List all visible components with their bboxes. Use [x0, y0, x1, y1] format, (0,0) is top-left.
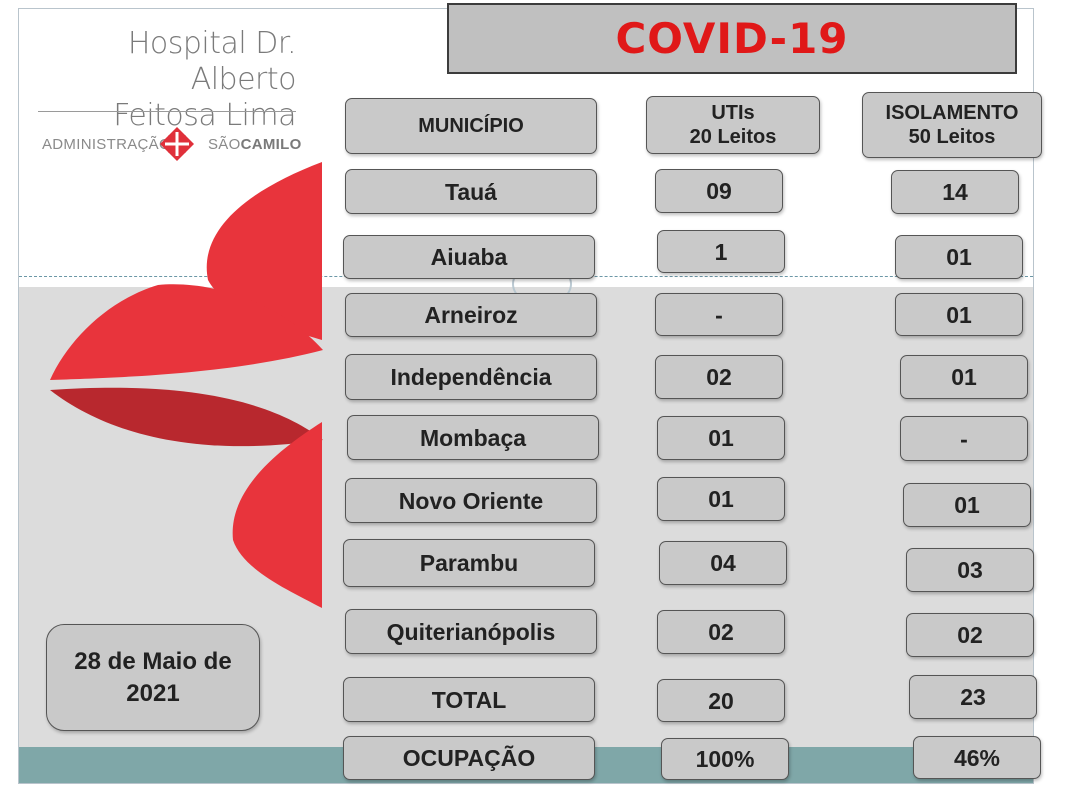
- utis-cell: 01: [657, 416, 785, 460]
- petal-left-lower: [50, 387, 323, 447]
- utis-cell: 01: [657, 477, 785, 521]
- utis-cell: 1: [657, 230, 785, 273]
- total-label-cell: TOTAL: [343, 677, 595, 722]
- sao-camilo-label: SÃOCAMILO: [208, 136, 302, 153]
- isolamento-cell: 14: [891, 170, 1019, 214]
- municipio-cell: Quiterianópolis: [345, 609, 597, 654]
- hospital-name-line2: Feitosa Lima: [113, 98, 296, 133]
- municipio-cell: Novo Oriente: [345, 478, 597, 523]
- total-isolamento-cell: 23: [909, 675, 1037, 719]
- isolamento-cell: -: [900, 416, 1028, 461]
- isolamento-cell: 01: [895, 235, 1023, 279]
- utis-cell: -: [655, 293, 783, 336]
- isolamento-cell: 01: [903, 483, 1031, 527]
- header-isolamento: ISOLAMENTO 50 Leitos: [862, 92, 1042, 158]
- header-isolamento-line1: ISOLAMENTO: [885, 102, 1019, 124]
- isolamento-cell: 01: [895, 293, 1023, 336]
- isolamento-cell: 02: [906, 613, 1034, 657]
- ocupacao-label-cell: OCUPAÇÃO: [343, 736, 595, 780]
- header-utis: UTIs 20 Leitos: [646, 96, 820, 154]
- hospital-name-line1: Hospital Dr. Alberto: [127, 26, 297, 97]
- header-utis-line1: UTIs: [711, 102, 755, 124]
- ocupacao-utis-cell: 100%: [661, 738, 789, 780]
- date-box: 28 de Maio de 2021: [46, 624, 260, 731]
- petal-bottom: [232, 422, 322, 608]
- logo-divider: [38, 111, 296, 112]
- admin-label: ADMINISTRAÇÃO: [42, 136, 171, 153]
- utis-cell: 04: [659, 541, 787, 585]
- isolamento-cell: 03: [906, 548, 1034, 592]
- red-cross-diamond-icon: [160, 127, 194, 161]
- petal-left-upper: [50, 284, 323, 380]
- municipio-cell: Mombaça: [347, 415, 599, 460]
- header-utis-line2: 20 Leitos: [689, 126, 777, 148]
- header-municipio: MUNICÍPIO: [345, 98, 597, 154]
- municipio-cell: Tauá: [345, 169, 597, 214]
- utis-cell: 02: [655, 355, 783, 399]
- isolamento-cell: 01: [900, 355, 1028, 399]
- municipio-cell: Aiuaba: [343, 235, 595, 279]
- municipio-cell: Arneiroz: [345, 293, 597, 337]
- total-utis-cell: 20: [657, 679, 785, 722]
- ocupacao-isolamento-cell: 46%: [913, 736, 1041, 779]
- title-box: COVID-19: [447, 3, 1017, 74]
- decorative-petals: [50, 162, 323, 608]
- hospital-name: Hospital Dr. Alberto Feitosa Lima: [34, 26, 296, 134]
- date-line2: 2021: [126, 679, 180, 707]
- page-title: COVID-19: [615, 14, 849, 63]
- municipio-cell: Independência: [345, 354, 597, 400]
- utis-cell: 02: [657, 610, 785, 654]
- utis-cell: 09: [655, 169, 783, 213]
- header-isolamento-line2: 50 Leitos: [908, 126, 996, 148]
- date-line1: 28 de Maio de: [74, 647, 232, 675]
- municipio-cell: Parambu: [343, 539, 595, 587]
